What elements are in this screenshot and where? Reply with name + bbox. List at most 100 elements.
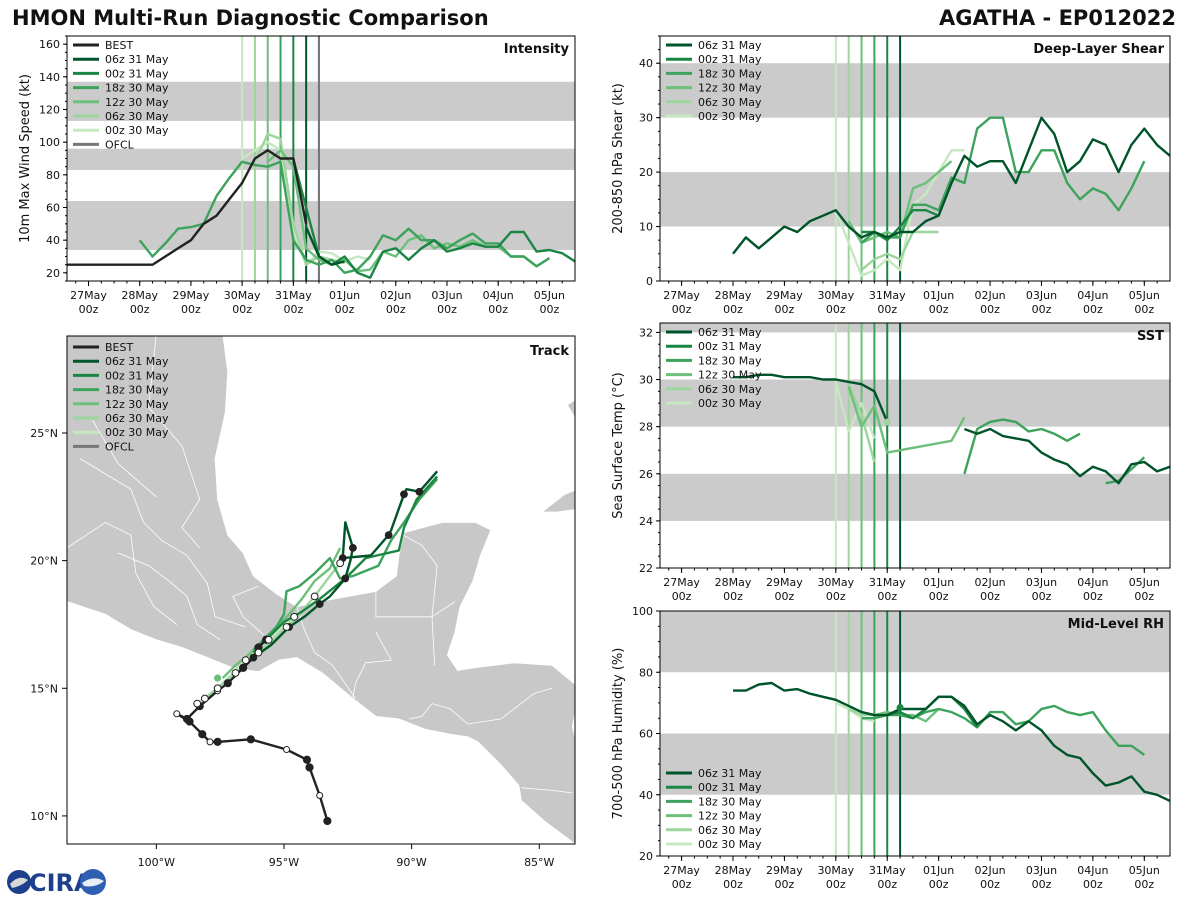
intensity-panel: 2040608010012014016027May00z28May00z29Ma… <box>18 35 576 316</box>
x-tick-label: 00z <box>672 590 692 603</box>
y-tick-label: 40 <box>639 789 653 802</box>
x-tick-label: 30May <box>817 864 854 877</box>
track-point <box>290 612 299 621</box>
x-tick-label: 30May <box>224 289 261 302</box>
y-tick-label: 30 <box>639 112 653 125</box>
legend-label: 00z 30 May <box>698 838 762 851</box>
lat-tick-label: 10°N <box>30 810 58 823</box>
legend-label: OFCL <box>105 138 135 151</box>
panel-label: SST <box>1137 329 1164 344</box>
panel-label: Intensity <box>504 42 570 57</box>
track-point <box>310 592 319 601</box>
track-point <box>400 490 408 499</box>
x-tick-label: 02Jun <box>974 864 1005 877</box>
x-tick-label: 00z <box>386 303 406 316</box>
sst-panel: 22242628303227May00z28May00z29May00z30Ma… <box>611 322 1171 603</box>
series-06z-30-may <box>860 230 939 272</box>
x-tick-label: 00z <box>1134 303 1154 316</box>
legend-label: OFCL <box>105 440 135 453</box>
best-track-point <box>283 746 291 754</box>
series-06z-31-may <box>733 373 889 423</box>
legend-label: 00z 31 May <box>698 781 762 794</box>
legend-label: 00z 31 May <box>105 67 169 80</box>
x-tick-label: 31May <box>869 576 906 589</box>
x-tick-label: 01Jun <box>329 289 360 302</box>
x-tick-label: 05Jun <box>534 289 565 302</box>
y-tick-label: 26 <box>639 468 653 481</box>
legend-label: 12z 30 May <box>698 82 762 95</box>
best-track-point <box>323 816 332 826</box>
legend-label: 18z 30 May <box>105 384 169 397</box>
x-tick-label: 01Jun <box>923 864 954 877</box>
state-border <box>67 521 178 625</box>
x-tick-label: 01Jun <box>923 576 954 589</box>
x-tick-label: 00z <box>540 303 560 316</box>
y-tick-label: 22 <box>639 562 653 575</box>
threshold-band <box>67 81 575 121</box>
panel-label: Track <box>530 344 569 359</box>
y-tick-label: 28 <box>639 421 653 434</box>
best-track-point <box>246 735 255 744</box>
state-border <box>352 631 392 699</box>
x-tick-label: 00z <box>672 303 692 316</box>
state-border <box>375 591 435 666</box>
x-tick-label: 29May <box>766 289 803 302</box>
lon-tick-label: 100°W <box>138 856 175 869</box>
legend-label: 12z 30 May <box>698 810 762 823</box>
x-tick-label: 00z <box>723 590 743 603</box>
x-tick-label: 00z <box>1032 303 1052 316</box>
legend-label: 00z 31 May <box>105 369 169 382</box>
track-point <box>315 600 324 608</box>
track-point <box>249 653 258 662</box>
map-frame <box>66 335 576 845</box>
lon-tick-label: 90°W <box>396 856 426 869</box>
x-tick-label: 01Jun <box>923 289 954 302</box>
legend-label: 00z 31 May <box>698 53 762 66</box>
x-tick-label: 03Jun <box>1026 576 1057 589</box>
track-18z-30-may <box>252 478 439 651</box>
legend-label: BEST <box>105 39 133 52</box>
legend-label: 06z 31 May <box>698 767 762 780</box>
threshold-band <box>660 473 1170 521</box>
x-tick-label: 00z <box>283 303 303 316</box>
x-tick-label: 00z <box>826 303 846 316</box>
best-track-point <box>173 710 181 718</box>
x-tick-label: 00z <box>181 303 201 316</box>
series-06z-31-may-after-landfall <box>963 427 1170 485</box>
x-tick-label: 27May <box>663 864 700 877</box>
x-tick-label: 02Jun <box>974 289 1005 302</box>
state-border <box>431 601 456 618</box>
track-point <box>200 694 209 703</box>
track-panel: 100°W 95°W 90°W 85°W 10°N 15°N 20°N 25°N Track BE… <box>30 335 576 869</box>
plot-area <box>660 323 1170 568</box>
x-tick-label: 00z <box>1032 878 1052 891</box>
y-tick-label: 100 <box>632 605 653 618</box>
x-tick-label: 00z <box>775 590 795 603</box>
series-00z-31-may <box>292 158 575 279</box>
y-tick-label: 24 <box>639 515 653 528</box>
track-point <box>214 674 222 682</box>
y-axis-label: 10m Max Wind Speed (kt) <box>18 74 33 243</box>
cira-logo: CIRA <box>7 869 106 897</box>
panel-label: Mid-Level RH <box>1068 617 1164 632</box>
threshold-band <box>660 172 1170 227</box>
lon-tick-label: 85°W <box>524 856 554 869</box>
y-tick-label: 0 <box>646 275 653 288</box>
plot-area <box>660 611 1170 856</box>
series-marker <box>896 703 904 711</box>
x-tick-label: 00z <box>232 303 252 316</box>
x-tick-label: 03Jun <box>431 289 462 302</box>
x-tick-label: 05Jun <box>1129 864 1160 877</box>
x-tick-label: 00z <box>980 878 1000 891</box>
state-border <box>521 787 573 794</box>
legend-label: 06z 30 May <box>105 412 169 425</box>
best-track-point <box>302 755 312 764</box>
state-border <box>148 336 201 549</box>
state-border <box>296 606 356 699</box>
threshold-band <box>67 148 575 170</box>
x-tick-label: 28May <box>121 289 158 302</box>
lat-tick-label: 15°N <box>30 682 58 695</box>
